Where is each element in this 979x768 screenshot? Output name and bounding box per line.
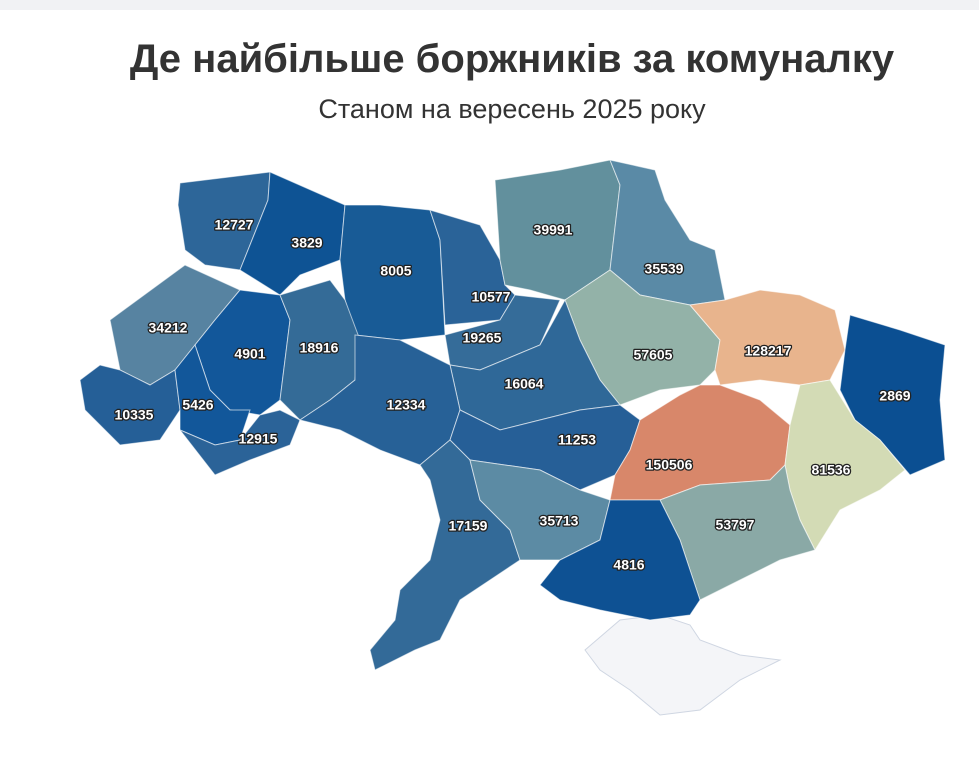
region-value-label: 81536: [812, 462, 851, 478]
region-value-label: 2869: [879, 388, 910, 404]
map-subtitle: Станом на вересень 2025 року: [318, 94, 706, 124]
region-value-label: 18916: [300, 340, 339, 356]
region: [339, 204, 446, 341]
region-value-label: 5426: [182, 397, 213, 413]
crimea: [584, 614, 782, 716]
region-value-label: 10335: [115, 407, 154, 423]
region-value-label: 12334: [387, 397, 426, 413]
region-value-label: 39991: [534, 222, 573, 238]
region-value-label: 35539: [645, 261, 684, 277]
region: [179, 409, 301, 476]
region: [539, 499, 701, 621]
region-value-label: 10577: [472, 289, 511, 305]
region-value-label: 4816: [613, 557, 644, 573]
region-value-label: 11253: [558, 432, 596, 448]
region-value-label: 35713: [540, 513, 579, 529]
region-value-label: 4901: [234, 346, 265, 362]
region-value-label: 57605: [634, 347, 673, 363]
region-value-label: 12727: [215, 217, 254, 233]
labels: 12727 3829 8005 10577 39991 35539 34212 4901 189…: [113, 215, 912, 574]
region-value-label: 53797: [716, 517, 755, 533]
top-bar: [0, 0, 979, 10]
regions: [79, 159, 946, 671]
region-value-label: 3829: [291, 235, 322, 251]
region-value-label: 128217: [745, 343, 792, 359]
region-value-label: 8005: [380, 263, 411, 279]
region: [298, 334, 461, 466]
region-value-label: 150506: [646, 457, 693, 473]
region-value-label: 12915: [239, 431, 278, 447]
map-title: Де найбільше боржників за комуналку: [130, 37, 895, 81]
region-value-label: 17159: [449, 518, 488, 534]
region: [839, 314, 946, 476]
region: [79, 364, 181, 446]
region: [174, 343, 251, 446]
region-value-label: 34212: [149, 320, 188, 336]
region: [609, 159, 726, 306]
region-value-label: 16064: [505, 376, 544, 392]
region-value-label: 19265: [463, 330, 502, 346]
